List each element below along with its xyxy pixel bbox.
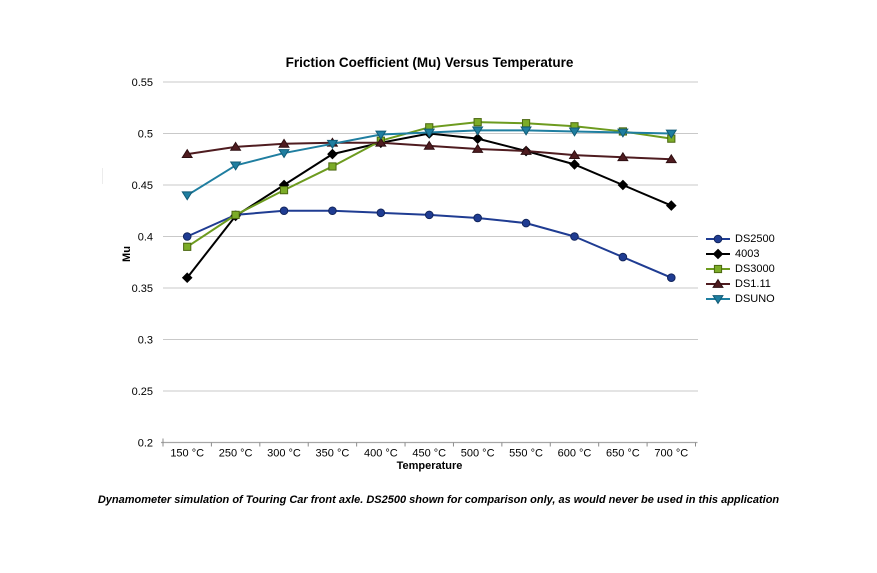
x-tick-label: 450 °C: [412, 448, 446, 460]
marker-DSUNO: [326, 139, 339, 150]
marker-DSUNO: [423, 128, 436, 138]
legend-glyph-DS3000: [713, 264, 723, 274]
marker-4003: [181, 272, 193, 284]
marker-DS2500: [376, 208, 386, 218]
marker-DSUNO: [181, 191, 194, 201]
x-tick-label: 300 °C: [267, 448, 301, 460]
legend-label-DSUNO: DSUNO: [735, 293, 775, 305]
series-DSUNO: [181, 126, 678, 201]
legend-label-DS3000: DS3000: [735, 263, 775, 275]
legend-marker-DS1.11: [706, 278, 730, 288]
legend-glyph-DS2500: [713, 234, 723, 244]
x-tick-label: 550 °C: [509, 448, 543, 460]
y-tick-label: 0.3: [138, 335, 153, 347]
y-tick-label: 0.55: [132, 77, 153, 89]
marker-DS1.11: [278, 138, 290, 148]
marker-DS1.11: [665, 153, 678, 164]
series-line-4003: [186, 132, 673, 279]
marker-DS2500: [618, 252, 628, 262]
legend-marker-DS3000: [706, 264, 730, 274]
marker-DS2500: [473, 213, 482, 223]
y-tick-label: 0.5: [138, 129, 153, 141]
marker-DSUNO: [229, 161, 242, 171]
legend-item-4003: 4003: [706, 248, 775, 260]
marker-DS1.11: [568, 149, 581, 160]
x-tick-label: 250 °C: [219, 448, 253, 460]
legend-marker-DS2500: [706, 234, 730, 244]
legend-glyph-4003: [712, 248, 724, 260]
marker-4003: [665, 200, 677, 211]
series-4003: [181, 128, 677, 284]
marker-DSUNO: [665, 129, 678, 139]
series-line-DS2500: [186, 209, 673, 279]
marker-DS2500: [182, 232, 192, 241]
y-tick-label: 0.4: [138, 232, 153, 244]
y-tick-label: 0.45: [132, 180, 153, 192]
legend-item-DS2500: DS2500: [706, 233, 775, 245]
marker-DS2500: [666, 273, 676, 283]
legend-glyph-DS1.11: [712, 278, 724, 288]
y-tick-label: 0.35: [132, 283, 153, 295]
x-tick-label: 650 °C: [606, 448, 640, 460]
legend-item-DS3000: DS3000: [706, 263, 775, 275]
legend: DS2500 4003 DS3000 DS1.11 DSUNO: [706, 233, 775, 305]
marker-DSUNO: [471, 126, 484, 136]
marker-DS3000: [521, 119, 531, 128]
marker-DS1.11: [520, 145, 532, 155]
series-line-DSUNO: [186, 129, 673, 197]
marker-DSUNO: [520, 126, 532, 136]
x-axis-title: Temperature: [396, 460, 463, 472]
chart-caption: Dynamometer simulation of Touring Car fr…: [97, 494, 780, 506]
marker-DS1.11: [617, 151, 629, 162]
legend-marker-DSUNO: [706, 295, 730, 305]
x-tick-label: 350 °C: [316, 448, 350, 460]
screen-artifact: [102, 168, 103, 184]
marker-DSUNO: [568, 127, 581, 137]
marker-DS3000: [328, 162, 337, 171]
marker-4003: [569, 159, 580, 170]
x-tick-label: 700 °C: [654, 448, 688, 460]
y-tick-label: 0.25: [132, 386, 153, 398]
marker-DS3000: [231, 210, 240, 219]
marker-DS1.11: [471, 143, 484, 153]
marker-4003: [327, 148, 338, 160]
legend-marker-4003: [706, 248, 730, 260]
marker-DS3000: [279, 186, 289, 195]
y-tick-label: 0.2: [138, 438, 153, 450]
marker-DSUNO: [617, 128, 629, 138]
marker-DS3000: [473, 118, 482, 127]
legend-item-DSUNO: DSUNO: [706, 293, 775, 305]
marker-DS1.11: [375, 137, 387, 147]
marker-DS2500: [570, 232, 579, 241]
x-tick-label: 600 °C: [558, 448, 592, 460]
legend-label-DS1.11: DS1.11: [735, 278, 771, 290]
legend-glyph-DSUNO: [712, 295, 724, 305]
x-tick-label: 500 °C: [461, 448, 495, 460]
marker-DS2500: [424, 210, 434, 220]
y-axis-title: Mu: [121, 246, 133, 262]
marker-4003: [617, 179, 629, 191]
series-DS1.11: [181, 137, 678, 164]
legend-item-DS1.11: DS1.11: [706, 278, 775, 290]
marker-DS2500: [328, 206, 337, 216]
marker-DS1.11: [181, 148, 194, 158]
x-tick-label: 150 °C: [170, 448, 204, 460]
series-DS2500: [182, 206, 676, 283]
marker-DSUNO: [278, 149, 290, 159]
chart-title: Friction Coefficient (Mu) Versus Tempera…: [285, 55, 574, 70]
marker-DSUNO: [375, 130, 387, 140]
legend-label-4003: 4003: [735, 248, 760, 260]
marker-DS1.11: [229, 141, 242, 151]
marker-DS1.11: [423, 140, 436, 150]
marker-4003: [472, 133, 483, 144]
marker-DS2500: [521, 218, 531, 228]
marker-DS3000: [183, 242, 192, 251]
x-tick-label: 400 °C: [364, 448, 398, 460]
legend-label-DS2500: DS2500: [735, 233, 775, 245]
marker-DS2500: [279, 206, 289, 216]
